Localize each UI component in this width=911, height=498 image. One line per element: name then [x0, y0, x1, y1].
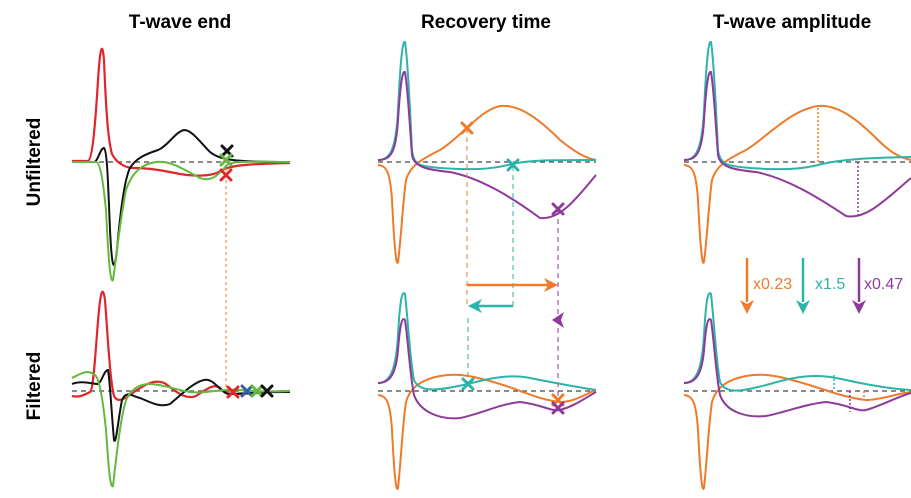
teal-scale-factor: x1.5 [815, 276, 845, 293]
panel-t-wave-amplitude-unfiltered [683, 40, 911, 264]
teal-scale-arrowhead [796, 300, 810, 314]
orange-trace [683, 104, 911, 264]
marker-teal [461, 377, 475, 391]
red-trace [71, 290, 291, 401]
panel-t-wave-amplitude-filtered [683, 292, 911, 490]
marker-orange [460, 121, 474, 135]
panel-recovery-time-filtered [377, 292, 597, 490]
marker-red [226, 385, 240, 399]
scale-arrows: x0.23 x1.5 x0.47 [740, 258, 903, 314]
purple-scale-arrowhead [852, 300, 866, 314]
black-trace [72, 128, 291, 266]
panel-t-wave-end-unfiltered [72, 47, 291, 392]
marker-red [219, 168, 233, 182]
title-t-wave-end: T-wave end [129, 12, 231, 33]
black-trace [71, 368, 291, 442]
teal-trace [683, 292, 911, 392]
marker-teal [506, 158, 520, 172]
orange-trace [683, 373, 911, 490]
marker-green [250, 384, 264, 398]
orange-scale-factor: x0.23 [753, 276, 792, 293]
marker-black [260, 384, 274, 398]
purple-trace [377, 70, 597, 220]
marker-green [219, 153, 233, 167]
purple-trace [683, 70, 911, 218]
purple-scale-factor: x0.47 [864, 276, 903, 293]
orange-trace [377, 373, 597, 490]
title-t-wave-amplitude: T-wave amplitude [713, 12, 871, 33]
title-recovery-time: Recovery time [421, 12, 551, 33]
orange-shift-arrowhead [544, 278, 558, 292]
green-trace [72, 160, 291, 282]
teal-trace [377, 292, 597, 391]
marker-blue [240, 384, 254, 398]
shift-arrows [467, 278, 564, 328]
teal-shift-arrowhead [468, 299, 482, 313]
panel-t-wave-end-filtered [71, 290, 291, 488]
orange-scale-arrowhead [740, 300, 754, 314]
row-label-unfiltered: Unfiltered [24, 118, 45, 207]
red-trace [72, 47, 291, 177]
purple-shift-arrowhead [552, 312, 564, 328]
orange-trace [377, 104, 597, 264]
row-label-filtered: Filtered [24, 352, 45, 421]
panel-recovery-time-unfiltered [377, 40, 597, 318]
marker-purple [551, 202, 565, 216]
green-trace [71, 371, 291, 488]
marker-purple [551, 401, 565, 415]
purple-trace [683, 318, 911, 418]
